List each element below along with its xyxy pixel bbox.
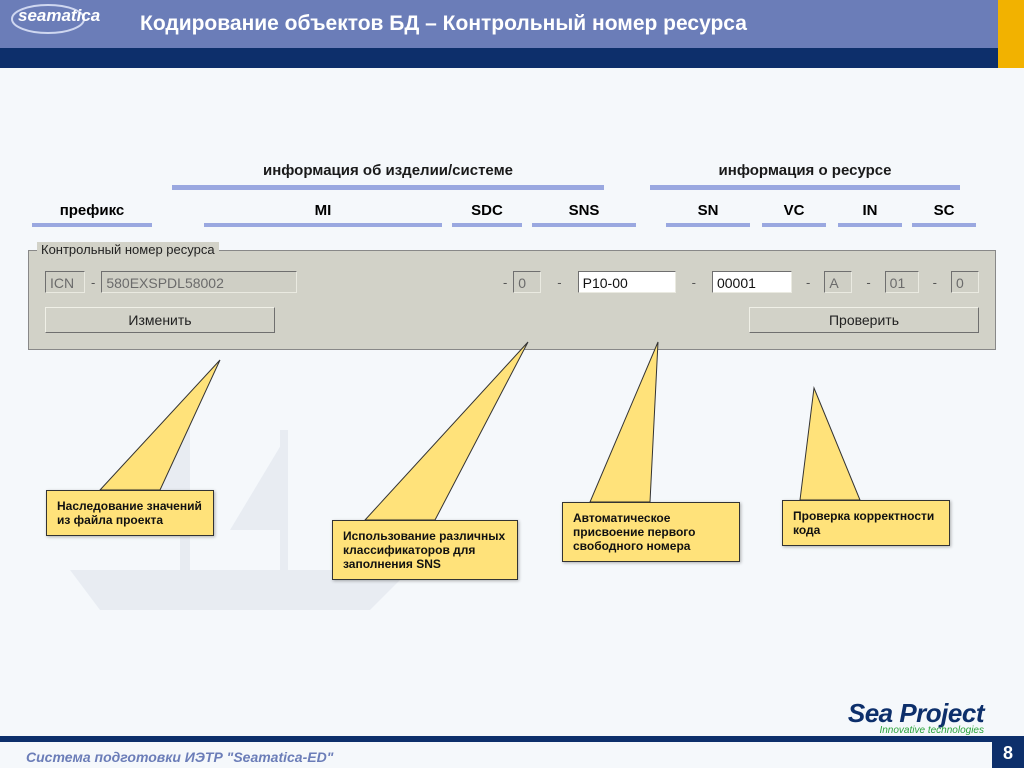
field-sc: 0 — [951, 271, 979, 293]
col-sn: SN — [666, 202, 750, 227]
field-in: 01 — [885, 271, 919, 293]
section-resource-label: информация о ресурсе — [650, 158, 960, 183]
navy-bar — [0, 48, 998, 68]
col-sns-label: SNS — [532, 202, 636, 219]
form-legend: Контрольный номер ресурса — [37, 242, 219, 257]
field-sn[interactable]: 00001 — [712, 271, 792, 293]
callout-inherit: Наследование значений из файла проекта — [46, 490, 214, 536]
footer-navy-bar — [0, 736, 1024, 742]
field-sns[interactable]: P10-00 — [578, 271, 676, 293]
gold-corner — [998, 0, 1024, 68]
slide-header: seamatica Кодирование объектов БД – Конт… — [0, 0, 1024, 48]
col-sns: SNS — [532, 202, 636, 227]
section-product-label: информация об изделии/системе — [172, 158, 604, 183]
field-vc: A — [824, 271, 852, 293]
logo-text: seamatica — [18, 6, 100, 26]
column-header-row: префикс MI SDC SNS SN VC IN SC — [32, 202, 992, 232]
col-sdc-label: SDC — [452, 202, 522, 219]
footer: Sea Project Innovative technologies Сист… — [0, 714, 1024, 768]
check-button[interactable]: Проверить — [749, 307, 979, 333]
col-prefix: префикс — [32, 202, 152, 227]
col-mi-label: MI — [204, 202, 442, 219]
col-vc: VC — [762, 202, 826, 227]
icn-form-panel: Контрольный номер ресурса ICN - 580EXSPD… — [28, 250, 996, 350]
icn-input-row: ICN - 580EXSPDL58002 - 0 - P10-00 - 0000… — [45, 271, 979, 293]
col-vc-label: VC — [762, 202, 826, 219]
content-area: информация об изделии/системе информация… — [0, 68, 1024, 350]
callout-classifier: Использование различных классификаторов … — [332, 520, 518, 580]
button-row: Изменить Проверить — [45, 307, 979, 333]
field-mi: 580EXSPDL58002 — [101, 271, 297, 293]
footer-left-text: Система подготовки ИЭТР "Seamatica-ED" — [26, 749, 333, 765]
col-sc: SC — [912, 202, 976, 227]
callout-autoassign: Автоматическое присвоение первого свобод… — [562, 502, 740, 562]
section-resource-underline — [650, 185, 960, 190]
col-in-label: IN — [838, 202, 902, 219]
col-sc-label: SC — [912, 202, 976, 219]
field-sdc: 0 — [513, 271, 541, 293]
footer-brand: Sea Project Innovative technologies — [848, 698, 984, 736]
col-sdc: SDC — [452, 202, 522, 227]
col-in: IN — [838, 202, 902, 227]
field-icn: ICN — [45, 271, 85, 293]
section-product: информация об изделии/системе — [172, 158, 604, 190]
page-number: 8 — [992, 738, 1024, 768]
callout-verify: Проверка корректности кода — [782, 500, 950, 546]
col-prefix-label: префикс — [32, 202, 152, 219]
section-product-underline — [172, 185, 604, 190]
col-sn-label: SN — [666, 202, 750, 219]
section-resource: информация о ресурсе — [650, 158, 960, 190]
slide-title: Кодирование объектов БД – Контрольный но… — [140, 12, 747, 36]
edit-button[interactable]: Изменить — [45, 307, 275, 333]
col-mi: MI — [204, 202, 442, 227]
